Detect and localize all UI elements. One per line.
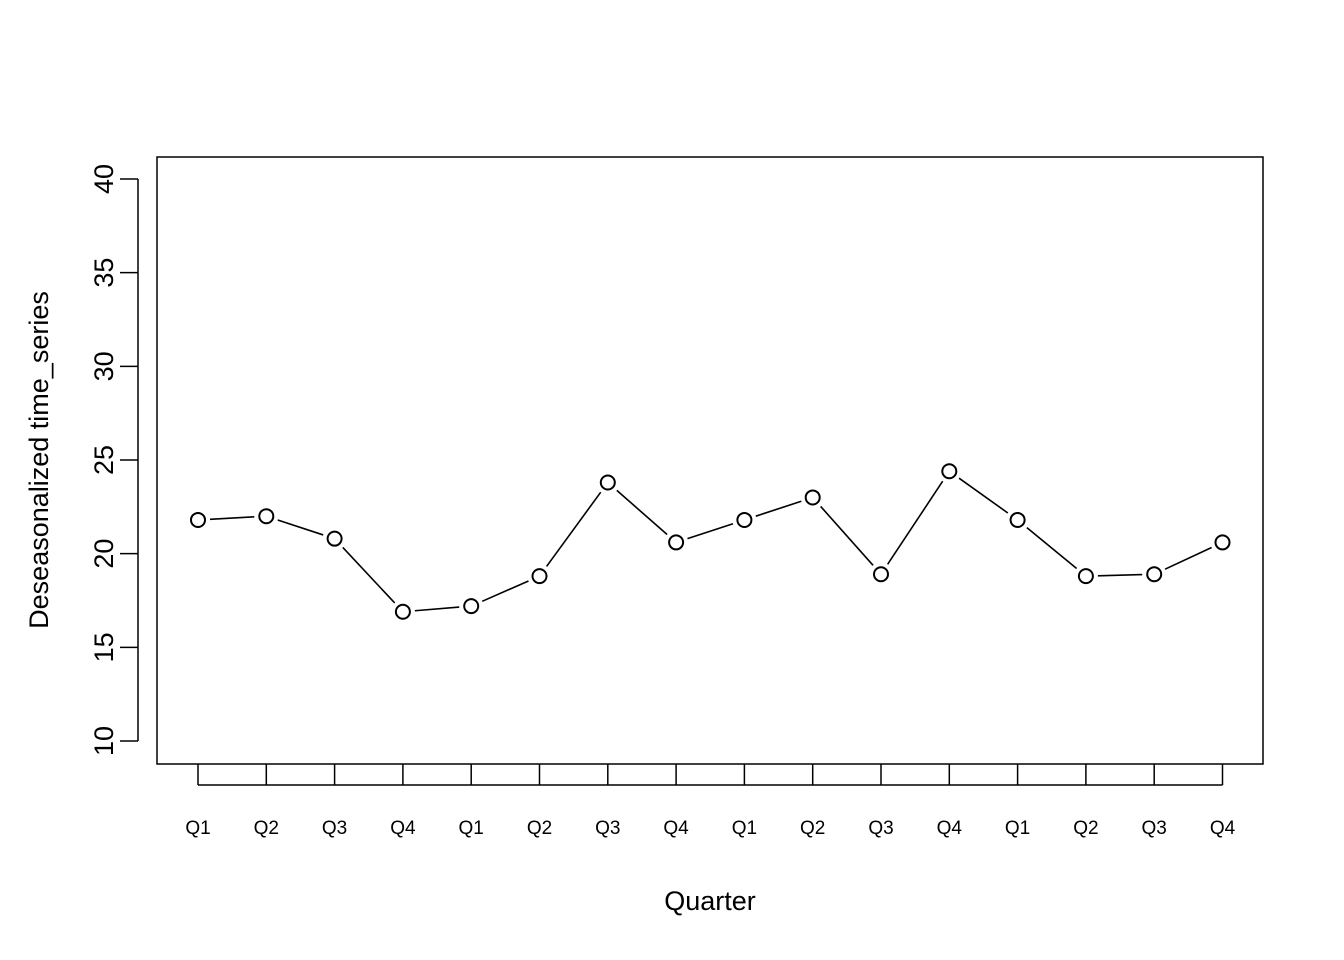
x-tick-label: Q1 [732,818,757,839]
series-line-segment [687,522,734,540]
data-point [1077,568,1094,585]
x-axis: Q1 Q2 Q3 Q4 Q1 Q2 Q3 Q4 Q1 Q2 Q3 Q4 Q1 Q2 Q3 Q4 [185,764,1236,839]
x-tick-label: Q3 [868,818,893,839]
y-tick-label: 30 [89,351,119,381]
data-point [463,598,480,615]
data-point [190,511,206,528]
series-layer [190,463,1231,620]
series-line-segment [414,606,460,612]
x-tick-label: Q3 [322,818,347,839]
data-point [668,534,685,551]
data-point [1214,534,1231,551]
data-point [873,566,889,583]
x-tick-label: Q2 [800,818,825,839]
y-tick-label: 10 [89,726,119,756]
series-line-segment [616,489,668,536]
x-tick-label: Q2 [1073,818,1098,839]
series-line-segment [545,491,602,567]
data-point [531,568,548,585]
series-line-segment [481,580,529,603]
series-line-segment [342,546,396,604]
x-tick-label: Q1 [185,818,210,839]
data-point [1146,566,1163,583]
y-tick-label: 35 [89,258,119,288]
data-point [804,489,821,506]
x-tick-label: Q3 [1142,818,1167,839]
x-tick-label: Q4 [937,818,963,839]
data-point [258,508,275,525]
series-line-segment [886,480,944,565]
series-line-segment [820,505,874,566]
x-tick-label: Q4 [663,818,689,839]
data-point [1009,511,1026,528]
x-tick-label: Q1 [1005,818,1030,839]
series-line-segment [958,477,1009,514]
data-point [599,474,616,491]
x-tick-label: Q4 [1210,818,1236,839]
x-tick-label: Q2 [254,818,279,839]
y-axis: 10 15 20 25 30 35 40 [89,164,139,756]
data-point [326,530,343,547]
y-axis-label: Deseasonalized time_series [24,291,54,629]
data-point [941,463,958,480]
y-tick-label: 40 [89,164,119,194]
y-tick-label: 20 [89,539,119,569]
series-line-segment [1164,546,1212,570]
data-point [736,511,753,528]
y-tick-label: 15 [89,632,119,662]
x-tick-label: Q4 [390,818,416,839]
series-line-segment [209,516,255,521]
series-line-segment [755,500,802,517]
x-tick-label: Q1 [459,818,484,839]
y-tick-label: 25 [89,445,119,475]
series-line-segment [277,519,324,536]
x-tick-label: Q2 [527,818,552,839]
x-tick-label: Q3 [595,818,620,839]
series-line-segment [1026,526,1078,570]
data-point [394,603,411,620]
series-line-segment [1097,573,1143,577]
plot-frame [156,156,1264,765]
x-axis-label: Quarter [664,886,756,916]
